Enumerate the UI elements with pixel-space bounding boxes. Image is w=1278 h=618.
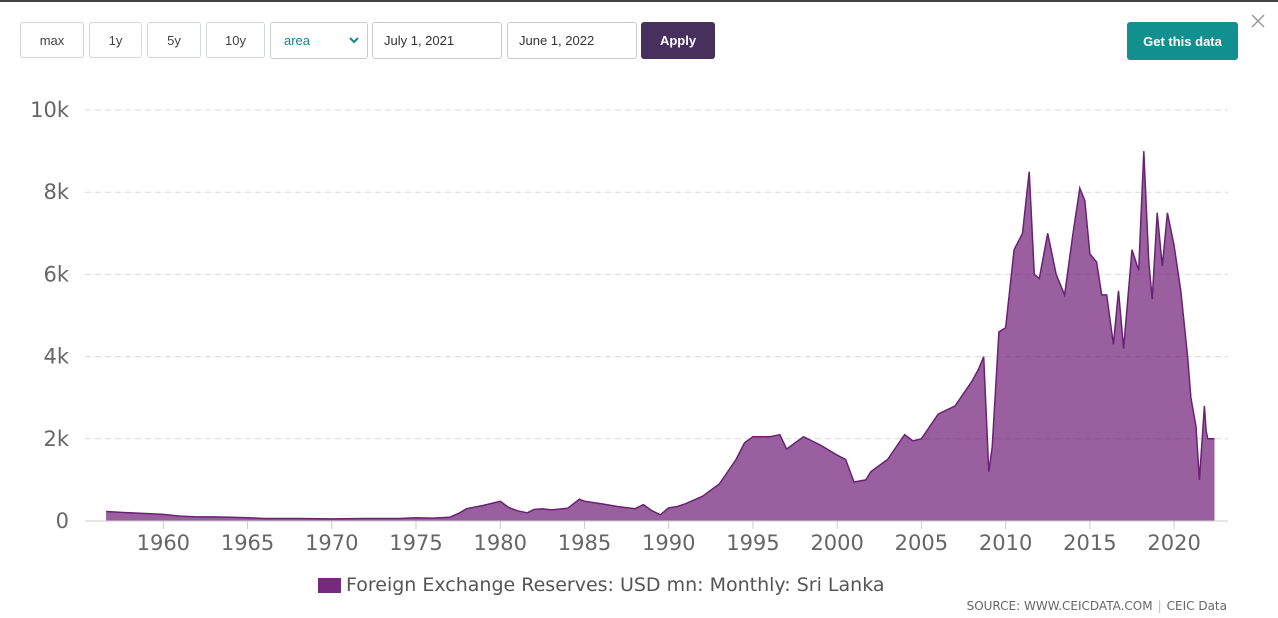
source-separator: |: [1157, 599, 1162, 613]
x-tick-label: 2010: [979, 531, 1032, 555]
x-tick-label: 2005: [895, 531, 948, 555]
chart-type-select[interactable]: area: [270, 22, 368, 59]
top-border: [0, 0, 1278, 2]
x-tick-label: 2015: [1063, 531, 1116, 555]
x-tick-label: 1970: [305, 531, 358, 555]
legend-swatch: [318, 577, 341, 593]
apply-button[interactable]: Apply: [641, 22, 715, 59]
range-10y-button[interactable]: 10y: [206, 22, 265, 58]
end-date-input[interactable]: June 1, 2022: [507, 22, 637, 59]
series-line-fx-reserves: [106, 151, 1215, 520]
x-tick-label: 1995: [726, 531, 779, 555]
y-tick-label: 6k: [43, 262, 69, 286]
x-tick-label: 1975: [389, 531, 442, 555]
x-tick-label: 1990: [642, 531, 695, 555]
range-1y-button[interactable]: 1y: [89, 22, 142, 58]
y-tick-label: 8k: [43, 180, 69, 204]
y-tick-label: 4k: [43, 345, 69, 369]
y-tick-label: 10k: [30, 98, 70, 122]
x-tick-label: 2020: [1147, 531, 1200, 555]
legend-label: Foreign Exchange Reserves: USD mn: Month…: [346, 574, 885, 596]
close-icon[interactable]: [1251, 14, 1265, 28]
y-tick-label: 0: [56, 509, 69, 533]
x-tick-label: 1960: [137, 531, 190, 555]
source-note: SOURCE: WWW.CEICDATA.COM | CEIC Data: [967, 599, 1227, 613]
series-area-fx-reserves: [106, 151, 1215, 521]
x-tick-label: 2000: [810, 531, 863, 555]
x-axis: 1960 1965 1970 1975 1980 1985 1990 1995 2000 2005…: [137, 521, 1201, 555]
y-axis: 0 2k 4k 6k 8k 10k: [30, 98, 70, 533]
chevron-down-icon: [349, 37, 359, 44]
start-date-input[interactable]: July 1, 2021: [372, 22, 502, 59]
range-max-button[interactable]: max: [20, 22, 84, 58]
chart-type-value: area: [284, 33, 311, 48]
x-tick-label: 1965: [221, 531, 274, 555]
x-tick-label: 1980: [474, 531, 527, 555]
legend[interactable]: Foreign Exchange Reserves: USD mn: Month…: [318, 574, 885, 596]
source-url: SOURCE: WWW.CEICDATA.COM: [966, 599, 1153, 613]
source-provider: CEIC Data: [1166, 599, 1227, 613]
range-5y-button[interactable]: 5y: [147, 22, 201, 58]
get-this-data-button[interactable]: Get this data: [1127, 22, 1238, 60]
x-tick-label: 1985: [558, 531, 611, 555]
y-tick-label: 2k: [43, 427, 69, 451]
